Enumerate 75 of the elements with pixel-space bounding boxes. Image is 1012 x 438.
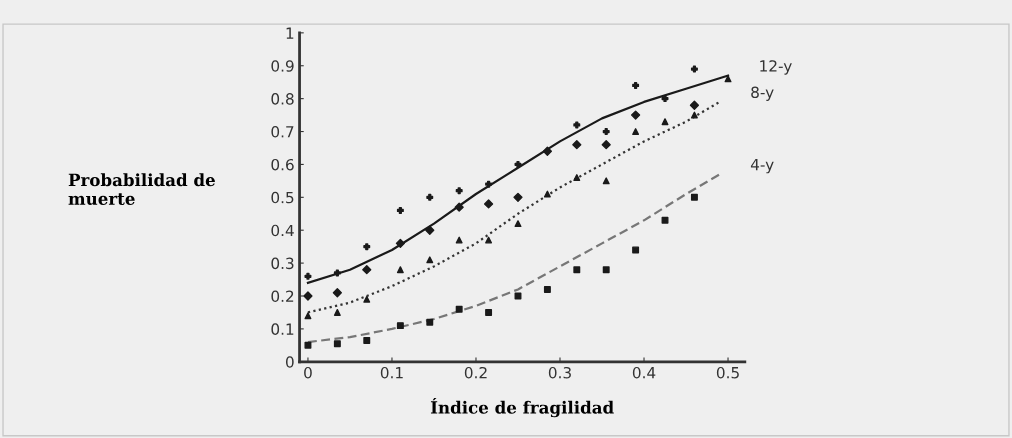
point xyxy=(396,207,404,214)
point xyxy=(661,118,669,126)
point xyxy=(632,128,640,136)
point xyxy=(333,308,341,316)
x-tick-label: 0 xyxy=(304,366,312,379)
x-tick-label: 0.1 xyxy=(380,366,403,379)
y-tick-label: 0.9 xyxy=(271,60,294,72)
point xyxy=(426,318,434,326)
point xyxy=(363,295,371,303)
y-tick-label: 0.1 xyxy=(271,323,294,335)
point xyxy=(455,305,463,313)
point xyxy=(304,341,312,349)
point xyxy=(661,216,669,224)
line-series xyxy=(306,74,730,284)
point xyxy=(454,202,464,212)
y-tick-label: 0.7 xyxy=(271,126,294,138)
point xyxy=(690,65,698,73)
point xyxy=(630,110,641,120)
point xyxy=(304,272,312,280)
x-axis-title: Índice de fragilidad xyxy=(430,398,614,418)
y-tick-label: 0.8 xyxy=(271,93,294,105)
point xyxy=(690,193,698,201)
y-tick-label: 0.4 xyxy=(271,224,294,237)
point xyxy=(572,140,582,150)
text: 4-y xyxy=(750,159,774,174)
point xyxy=(543,190,551,198)
point xyxy=(485,236,493,244)
point xyxy=(333,340,341,348)
point xyxy=(573,174,581,182)
x-tick-label: 0.4 xyxy=(632,366,656,379)
point xyxy=(363,336,371,344)
point xyxy=(363,243,371,251)
point xyxy=(690,111,698,119)
point xyxy=(514,160,522,168)
y-axis-title: Probabilidad de muerte xyxy=(68,173,215,205)
x-tick-label: 0.3 xyxy=(548,366,571,379)
y-tick-label: 0.2 xyxy=(271,290,294,303)
point xyxy=(396,322,404,330)
y-tick-label: 1 xyxy=(286,27,294,39)
point xyxy=(455,236,463,244)
point xyxy=(514,220,522,228)
point xyxy=(455,187,463,195)
y-tick-label: 0 xyxy=(285,356,294,368)
point xyxy=(426,193,434,201)
point xyxy=(483,199,494,209)
point xyxy=(601,140,611,150)
text: 12-y xyxy=(760,60,792,75)
point xyxy=(425,225,435,235)
point xyxy=(573,266,581,274)
point xyxy=(661,95,669,103)
y-tick-label: 0.3 xyxy=(271,257,294,270)
point xyxy=(542,146,553,156)
point xyxy=(485,180,493,188)
point xyxy=(426,256,434,264)
point xyxy=(689,100,700,110)
point xyxy=(485,308,493,316)
text: 8-y xyxy=(751,86,774,101)
point xyxy=(396,266,404,274)
point xyxy=(395,238,405,248)
point xyxy=(333,269,341,277)
y-tick-label: 0.5 xyxy=(271,191,294,204)
point xyxy=(332,288,342,298)
point xyxy=(513,192,523,202)
point xyxy=(543,285,551,293)
point xyxy=(573,121,581,129)
y-tick-label: 0.6 xyxy=(271,158,294,171)
point xyxy=(602,266,610,274)
point xyxy=(602,177,610,185)
point xyxy=(602,128,610,136)
point xyxy=(632,246,640,254)
point xyxy=(304,312,312,320)
point xyxy=(632,82,640,89)
x-tick-label: 0.2 xyxy=(464,366,487,379)
point xyxy=(362,265,372,275)
x-tick-label: 0.5 xyxy=(716,366,739,379)
